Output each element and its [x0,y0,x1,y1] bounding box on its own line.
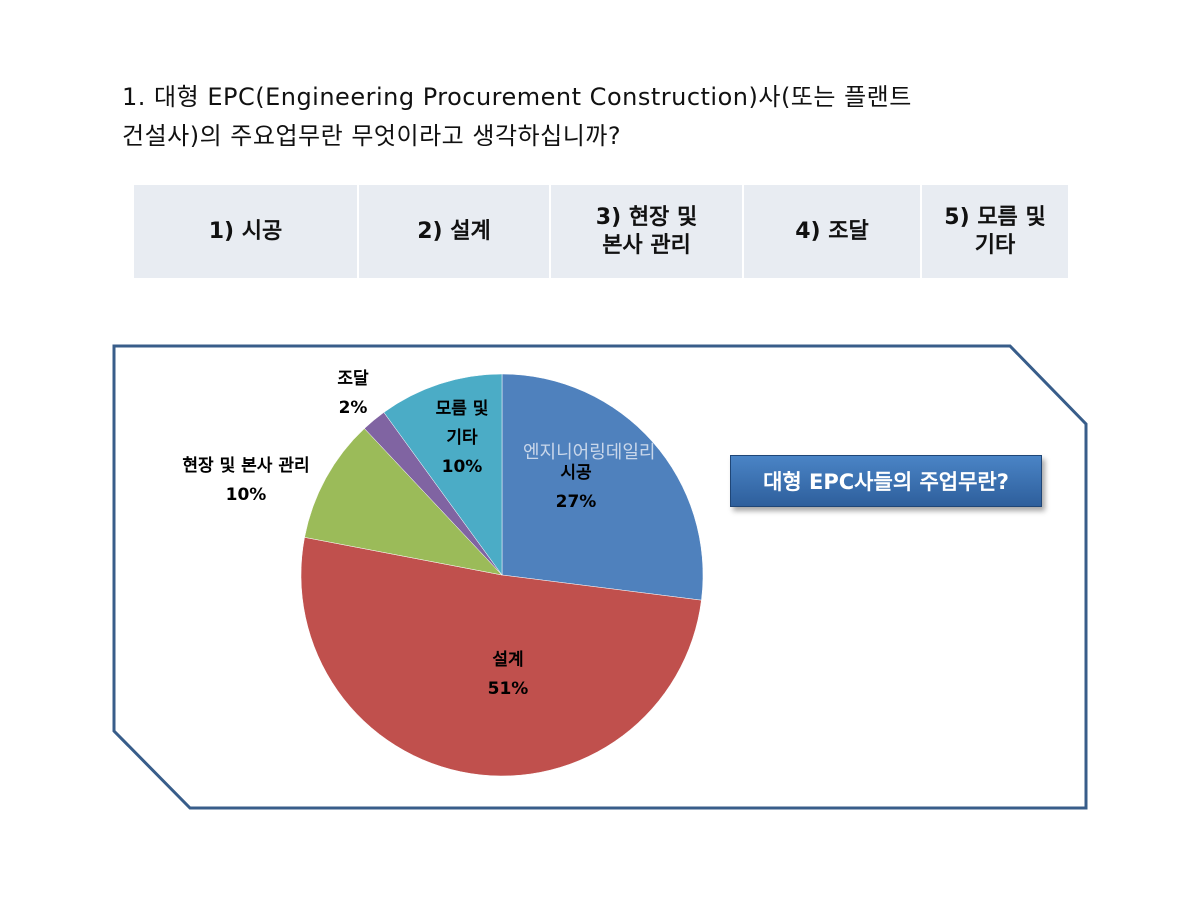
option-4-label: 4) 조달 [795,218,869,244]
option-2: 2) 설계 [359,185,551,278]
option-4: 4) 조달 [744,185,922,278]
callout-box: 대형 EPC사들의 주업무란? [730,455,1042,507]
pie-slice-3 [304,428,503,576]
question-text: 1. 대형 EPC(Engineering Procurement Constr… [122,78,1082,156]
answer-options-table: 1) 시공 2) 설계 3) 현장 및 본사 관리 4) 조달 5) 모름 및 기타 [134,185,1068,278]
pie-slice-2 [300,537,702,777]
option-5: 5) 모름 및 기타 [922,185,1068,278]
option-5-label-line1: 5) 모름 및 [944,204,1046,230]
pie-label-1: 시공 27% [556,463,597,512]
question-line-1: 1. 대형 EPC(Engineering Procurement Constr… [122,83,912,111]
pie-slice-5 [383,373,503,576]
callout-text: 대형 EPC사들의 주업무란? [763,470,1009,494]
pie-label-4: 조달 2% [337,368,369,418]
option-3-label-line1: 3) 현장 및 [595,204,698,230]
option-2-label: 2) 설계 [417,218,491,244]
option-1: 1) 시공 [134,185,359,278]
option-1-label: 1) 시공 [208,218,283,244]
pie-label-5: 모름 및 기타 10% [436,399,489,477]
pie-labels: 시공 27% 설계 51% 현장 및 본사 관리 10% 조달 2% 모름 및 기타 10% [182,368,596,699]
pie-slice-1 [501,373,704,601]
option-3: 3) 현장 및 본사 관리 [551,185,744,278]
option-3-label-line2: 본사 관리 [602,232,691,258]
pie-label-2: 설계 51% [488,650,529,699]
question-line-2: 건설사)의 주요업무란 무엇이라고 생각하십니까? [122,122,622,150]
pie-chart [300,373,704,777]
option-5-label-line2: 기타 [974,232,1016,258]
pie-label-3: 현장 및 본사 관리 10% [182,456,309,505]
watermark: 엔지니어링데일리 [523,442,655,463]
